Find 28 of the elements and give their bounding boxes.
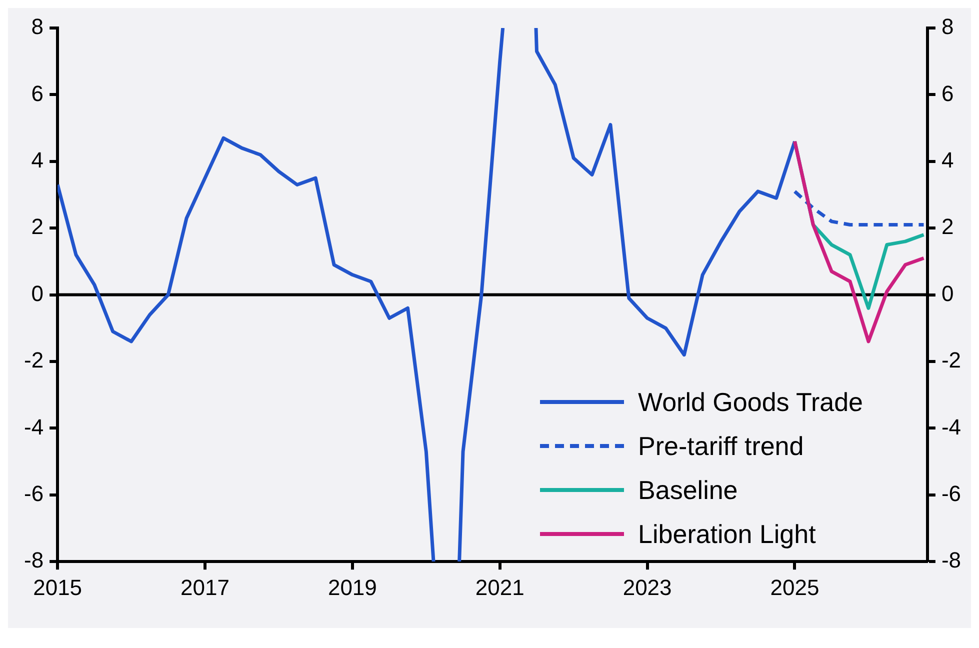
x-tick-label: 2023 [622,574,672,600]
legend-label: Pre-tariff trend [638,430,804,462]
y-tick-label: -2 [24,348,44,373]
y-tick-label: -8 [24,548,44,573]
x-tick-label: 2015 [33,574,82,600]
legend-label: Liberation Light [638,518,816,550]
y2-tick-label: -6 [941,480,961,506]
y2-tick-label: 2 [941,214,954,240]
x-tick-label: 2019 [328,574,377,600]
y-tick-label: 2 [31,214,44,240]
y2-tick-label: -2 [941,348,961,373]
y-tick-label: 8 [31,14,44,40]
y-tick-label: 6 [31,80,44,106]
x-tick-label: 2025 [770,574,820,600]
y-tick-label: 4 [31,147,44,172]
y2-tick-label: 0 [941,280,954,306]
y2-tick-label: 6 [941,80,954,106]
x-tick-label: 2017 [180,574,230,600]
legend-label: World Goods Trade [638,386,863,418]
legend-label: Baseline [638,474,738,506]
y-tick-label: -4 [24,414,44,440]
y2-tick-label: 4 [941,147,954,172]
y2-tick-label: -4 [941,414,961,440]
y2-tick-label: -8 [941,548,961,573]
y-tick-label: 0 [31,280,44,306]
y-tick-label: -6 [24,480,44,506]
x-tick-label: 2021 [475,574,524,600]
y2-tick-label: 8 [941,14,954,40]
